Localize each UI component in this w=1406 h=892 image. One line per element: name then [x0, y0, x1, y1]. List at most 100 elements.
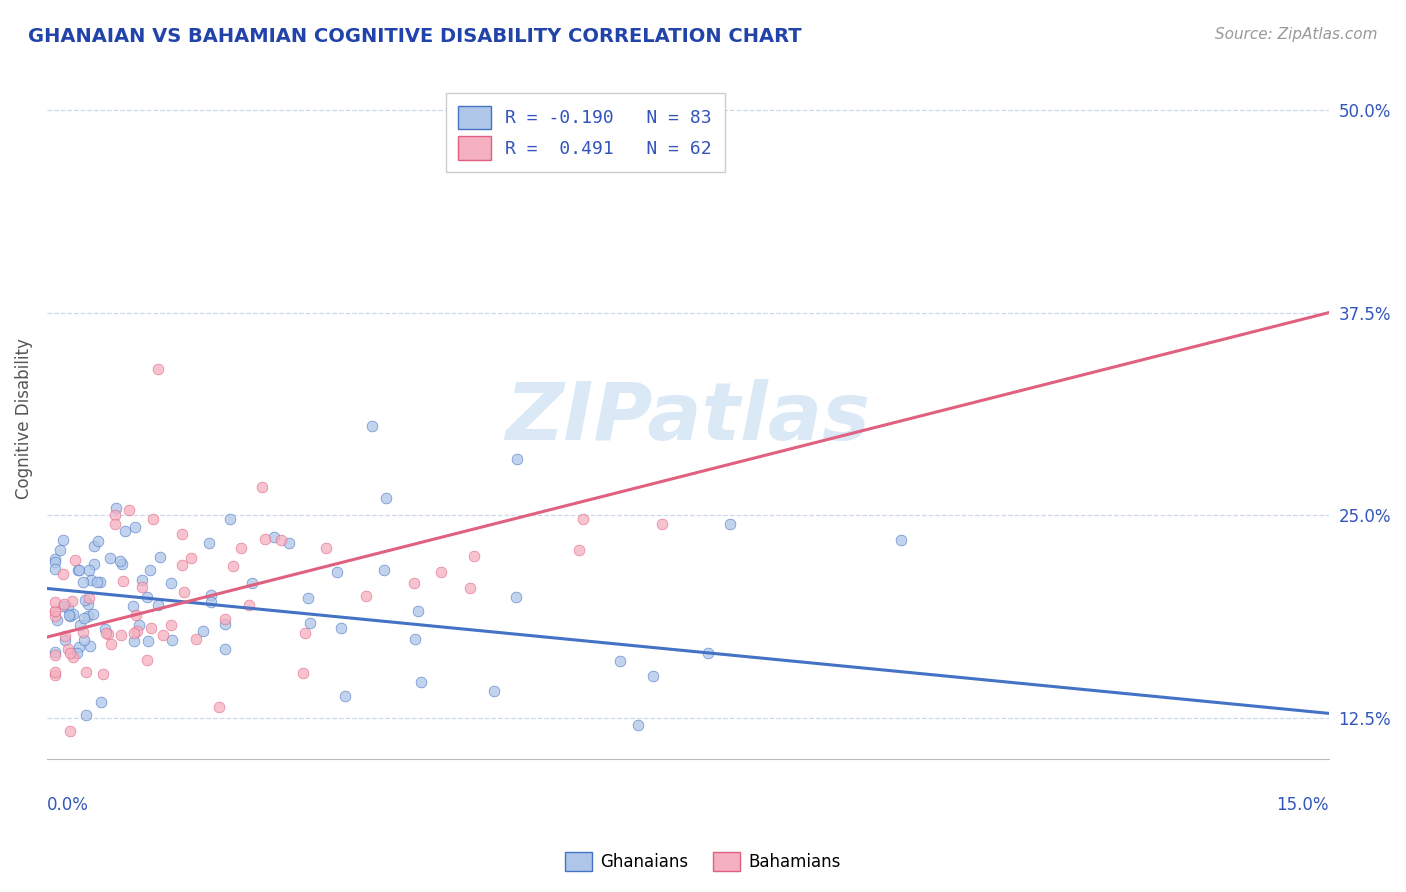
Point [62, 607, 84, 622]
Point [641, 669, 664, 683]
Point [136, 633, 159, 648]
Point [172, 526, 194, 541]
Point [83, 558, 105, 572]
Point [59, 608, 82, 623]
Point [125, 624, 148, 638]
Point [118, 502, 141, 516]
Text: 0.0%: 0.0% [46, 797, 89, 814]
Point [482, 683, 505, 698]
Point [149, 550, 172, 565]
Point [44, 561, 66, 575]
Point [121, 599, 143, 614]
Point [77, 608, 100, 623]
Point [131, 574, 153, 588]
Point [82, 607, 104, 621]
Point [208, 700, 231, 714]
Point [79, 591, 101, 605]
Point [49, 543, 72, 558]
Point [506, 451, 529, 466]
Point [62, 594, 84, 608]
Point [409, 674, 432, 689]
Point [44, 668, 66, 682]
Point [72, 575, 94, 590]
Point [112, 574, 135, 588]
Point [110, 627, 132, 641]
Point [200, 588, 222, 602]
Point [214, 616, 236, 631]
Point [298, 616, 321, 631]
Point [59, 647, 82, 661]
Point [240, 575, 263, 590]
Point [214, 612, 236, 626]
Point [86, 575, 108, 590]
Point [186, 632, 208, 646]
Point [404, 632, 426, 646]
Point [56, 642, 79, 657]
Point [609, 655, 631, 669]
Point [250, 480, 273, 494]
Point [136, 590, 159, 604]
Point [152, 628, 174, 642]
Text: Source: ZipAtlas.com: Source: ZipAtlas.com [1215, 27, 1378, 42]
Point [51, 599, 73, 613]
Point [73, 593, 96, 607]
Point [463, 549, 485, 563]
Point [329, 621, 352, 635]
Point [139, 620, 162, 634]
Point [52, 597, 75, 611]
Point [720, 516, 742, 531]
Point [80, 574, 103, 588]
Point [270, 533, 292, 548]
Point [44, 609, 66, 624]
Point [229, 541, 252, 556]
Point [89, 575, 111, 590]
Point [108, 554, 131, 568]
Point [97, 626, 120, 640]
Point [53, 633, 76, 648]
Point [104, 516, 127, 531]
Legend: R = -0.190   N = 83, R =  0.491   N = 62: R = -0.190 N = 83, R = 0.491 N = 62 [446, 94, 724, 172]
Point [98, 551, 121, 566]
Point [44, 595, 66, 609]
Point [58, 607, 80, 622]
Point [375, 491, 398, 506]
Point [159, 618, 181, 632]
Point [222, 558, 245, 573]
Point [96, 625, 118, 640]
Point [294, 626, 316, 640]
Point [172, 558, 194, 572]
Point [325, 565, 347, 579]
Point [160, 633, 183, 648]
Point [146, 362, 169, 376]
Point [214, 642, 236, 657]
Point [52, 533, 75, 547]
Point [297, 591, 319, 605]
Point [333, 689, 356, 703]
Point [44, 604, 66, 618]
Point [373, 563, 395, 577]
Point [180, 551, 202, 566]
Point [77, 563, 100, 577]
Point [63, 553, 86, 567]
Point [198, 535, 221, 549]
Point [44, 665, 66, 680]
Point [111, 558, 134, 572]
Point [104, 501, 127, 516]
Point [278, 535, 301, 549]
Point [429, 565, 451, 579]
Point [67, 640, 90, 654]
Point [66, 647, 89, 661]
Point [131, 580, 153, 594]
Text: ZIPatlas: ZIPatlas [505, 379, 870, 457]
Point [122, 625, 145, 640]
Text: 15.0%: 15.0% [1277, 797, 1329, 814]
Point [44, 648, 66, 662]
Point [100, 637, 122, 651]
Point [142, 512, 165, 526]
Point [79, 639, 101, 653]
Point [406, 604, 429, 618]
Point [75, 665, 97, 679]
Point [191, 624, 214, 639]
Point [91, 666, 114, 681]
Text: GHANAIAN VS BAHAMIAN COGNITIVE DISABILITY CORRELATION CHART: GHANAIAN VS BAHAMIAN COGNITIVE DISABILIT… [28, 27, 801, 45]
